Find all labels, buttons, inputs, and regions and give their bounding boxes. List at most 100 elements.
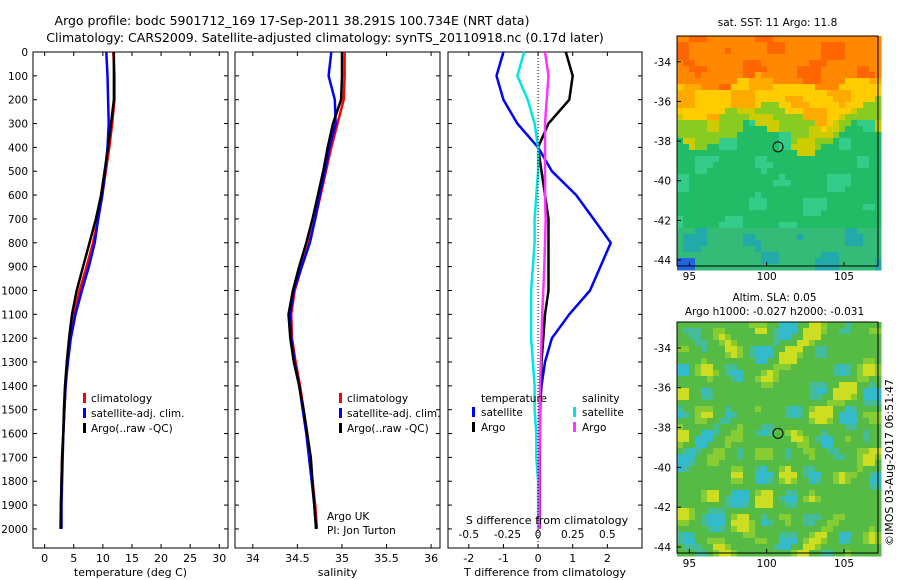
map-cell	[761, 526, 768, 533]
map-cell	[701, 138, 708, 145]
map-cell	[833, 60, 840, 67]
map-cell	[815, 406, 822, 413]
map-cell	[767, 114, 774, 121]
map-cell	[731, 78, 738, 85]
map-cell	[713, 388, 720, 395]
map-cell	[713, 198, 720, 205]
map-cell	[863, 198, 870, 205]
map-cell	[869, 120, 876, 127]
map-cell	[695, 222, 702, 229]
map-cell	[791, 168, 798, 175]
map-cell	[761, 78, 768, 85]
map-cell	[767, 108, 774, 115]
map-cell	[761, 84, 768, 91]
map-cell	[863, 376, 870, 383]
temperature-xtick-label: 5	[70, 552, 77, 565]
map-cell	[719, 376, 726, 383]
map-cell	[707, 394, 714, 401]
map-cell	[701, 162, 708, 169]
map-cell	[779, 442, 786, 449]
map-cell	[731, 322, 738, 329]
map-cell	[773, 394, 780, 401]
map-cell	[863, 436, 870, 443]
map-cell	[749, 508, 756, 515]
map-cell	[869, 198, 876, 205]
map-cell	[857, 514, 864, 521]
map-cell	[821, 150, 828, 157]
map-cell	[809, 108, 816, 115]
map-cell	[737, 388, 744, 395]
map-cell	[815, 508, 822, 515]
map-cell	[737, 400, 744, 407]
map-cell	[821, 388, 828, 395]
map-cell	[779, 328, 786, 335]
map-cell	[683, 460, 690, 467]
map-cell	[767, 526, 774, 533]
map-cell	[719, 120, 726, 127]
map-cell	[755, 174, 762, 181]
map-cell	[743, 442, 750, 449]
map-cell	[677, 496, 684, 503]
map-cell	[809, 478, 816, 485]
map-cell	[737, 132, 744, 139]
map-cell	[833, 460, 840, 467]
depth-tick-label: 900	[8, 262, 28, 274]
map-cell	[821, 246, 828, 253]
map-cell	[773, 36, 780, 43]
map-cell	[731, 538, 738, 545]
map-cell	[701, 490, 708, 497]
map-cell	[833, 96, 840, 103]
map-cell	[707, 210, 714, 217]
map-cell	[683, 60, 690, 67]
map-cell	[815, 472, 822, 479]
map-cell	[857, 138, 864, 145]
difference-xtick-label: 1	[569, 552, 576, 565]
map-cell	[815, 340, 822, 347]
map-cell	[743, 544, 750, 551]
map-cell	[707, 102, 714, 109]
map-cell	[845, 162, 852, 169]
map-cell	[743, 358, 750, 365]
map-cell	[779, 204, 786, 211]
map-cell	[755, 406, 762, 413]
map-cell	[779, 78, 786, 85]
map-cell	[767, 222, 774, 229]
map-cell	[761, 508, 768, 515]
map-cell	[857, 234, 864, 241]
map-cell	[683, 442, 690, 449]
map-cell	[857, 364, 864, 371]
sla_map-ytick-label: -38	[654, 423, 671, 435]
map-cell	[755, 328, 762, 335]
map-cell	[761, 90, 768, 97]
map-cell	[809, 466, 816, 473]
map-cell	[797, 144, 804, 151]
map-cell	[803, 114, 810, 121]
map-cell	[869, 240, 876, 247]
map-cell	[761, 370, 768, 377]
map-cell	[845, 532, 852, 539]
map-cell	[683, 436, 690, 443]
map-cell	[839, 442, 846, 449]
map-cell	[785, 436, 792, 443]
map-cell	[791, 210, 798, 217]
map-cell	[749, 472, 756, 479]
map-cell	[701, 216, 708, 223]
map-cell	[803, 430, 810, 437]
map-cell	[677, 258, 684, 265]
map-cell	[815, 246, 822, 253]
map-cell	[839, 538, 846, 545]
map-cell	[839, 84, 846, 91]
map-cell	[851, 382, 858, 389]
map-cell	[767, 132, 774, 139]
map-cell	[827, 412, 834, 419]
map-cell	[689, 198, 696, 205]
map-cell	[683, 526, 690, 533]
map-cell	[737, 156, 744, 163]
map-cell	[677, 532, 684, 539]
map-cell	[689, 228, 696, 235]
map-cell	[719, 156, 726, 163]
map-cell	[869, 388, 876, 395]
map-cell	[677, 36, 684, 43]
map-cell	[863, 192, 870, 199]
map-cell	[719, 430, 726, 437]
